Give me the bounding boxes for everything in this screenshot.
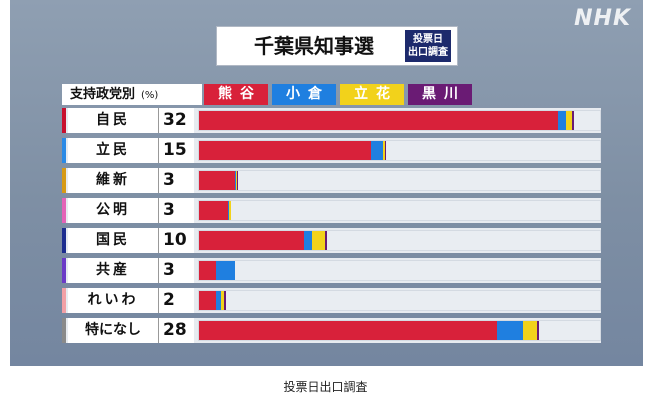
party-name: 公明	[68, 198, 158, 223]
bar-segment-1	[215, 261, 236, 280]
legend-item-2: 立花	[340, 84, 404, 105]
legend-item-0: 熊谷	[204, 84, 268, 105]
title-box: 千葉県知事選 投票日 出口調査	[216, 26, 458, 66]
party-name: 立民	[68, 138, 158, 163]
badge-line-2: 出口調査	[408, 47, 448, 58]
bar-row: 共産 3	[62, 258, 601, 283]
party-share-value: 3	[158, 198, 194, 223]
party-color-stripe	[62, 228, 66, 253]
nhk-logo: NHK	[574, 6, 631, 31]
party-name: 国民	[68, 228, 158, 253]
bar-segment-1	[215, 291, 222, 310]
party-color-stripe	[62, 318, 66, 343]
bar-segment-2	[566, 111, 573, 130]
bar-segment-1	[558, 111, 567, 130]
bar-segment-3	[572, 111, 575, 130]
bar-track	[198, 170, 601, 191]
bar-segment-0	[199, 291, 216, 310]
caption: 投票日出口調査	[283, 380, 368, 394]
party-share-value: 15	[158, 138, 194, 163]
party-color-stripe	[62, 258, 66, 283]
bar-segment-3	[325, 231, 327, 250]
chart-panel: NHK 千葉県知事選 投票日 出口調査 支持政党別 (%) 熊谷 小倉 立花 黒川 自民…	[10, 0, 643, 366]
bar-segment-0	[199, 231, 305, 250]
bar-segment-2	[229, 201, 231, 220]
bar-segment-0	[199, 321, 498, 340]
header-label: 支持政党別	[70, 87, 136, 102]
legend-item-3: 黒川	[408, 84, 472, 105]
chart-title: 千葉県知事選	[254, 34, 374, 58]
bar-track	[198, 290, 601, 311]
exit-poll-badge: 投票日 出口調査	[405, 30, 451, 62]
bar-segment-1	[304, 231, 313, 250]
bar-track	[198, 320, 601, 341]
party-color-stripe	[62, 108, 66, 133]
bar-segment-1	[497, 321, 524, 340]
bar-track	[198, 110, 601, 131]
party-color-stripe	[62, 198, 66, 223]
bar-segment-0	[199, 111, 559, 130]
party-share-value: 32	[158, 108, 194, 133]
bar-segment-2	[312, 231, 326, 250]
bar-segment-1	[228, 201, 230, 220]
bar-segment-0	[199, 141, 371, 160]
bar-segment-0	[199, 261, 216, 280]
bar-track	[198, 200, 601, 221]
party-color-stripe	[62, 168, 66, 193]
party-name: 共産	[68, 258, 158, 283]
party-color-stripe	[62, 138, 66, 163]
party-share-value: 28	[158, 318, 194, 343]
bar-row: 自民 32	[62, 108, 601, 133]
bar-row: 公明 3	[62, 198, 601, 223]
bar-segment-0	[199, 171, 235, 190]
bar-segment-3	[237, 171, 238, 190]
bar-segment-1	[370, 141, 384, 160]
party-support-header: 支持政党別 (%)	[62, 84, 202, 105]
bar-segment-0	[199, 201, 229, 220]
badge-line-1: 投票日	[413, 34, 443, 45]
bar-segment-1	[234, 171, 236, 190]
bar-track	[198, 260, 601, 281]
bar-row: 国民 10	[62, 228, 601, 253]
party-share-value: 3	[158, 258, 194, 283]
bar-segment-2	[383, 141, 385, 160]
bar-segment-3	[537, 321, 539, 340]
party-share-value: 10	[158, 228, 194, 253]
bar-segment-2	[235, 171, 238, 190]
party-name: れいわ	[68, 288, 158, 313]
bar-row: 特になし 28	[62, 318, 601, 343]
bar-segment-3	[224, 291, 226, 310]
legend-item-1: 小倉	[272, 84, 336, 105]
party-color-stripe	[62, 288, 66, 313]
bar-row: 立民 15	[62, 138, 601, 163]
bar-track	[198, 140, 601, 161]
party-name: 自民	[68, 108, 158, 133]
party-share-value: 3	[158, 168, 194, 193]
party-name: 維新	[68, 168, 158, 193]
bar-row: れいわ 2	[62, 288, 601, 313]
party-share-value: 2	[158, 288, 194, 313]
bar-row: 維新 3	[62, 168, 601, 193]
bar-segment-2	[221, 291, 225, 310]
bar-segment-3	[384, 141, 386, 160]
party-name: 特になし	[68, 318, 158, 343]
bar-segment-2	[523, 321, 538, 340]
bar-track	[198, 230, 601, 251]
header-unit: (%)	[141, 90, 159, 101]
